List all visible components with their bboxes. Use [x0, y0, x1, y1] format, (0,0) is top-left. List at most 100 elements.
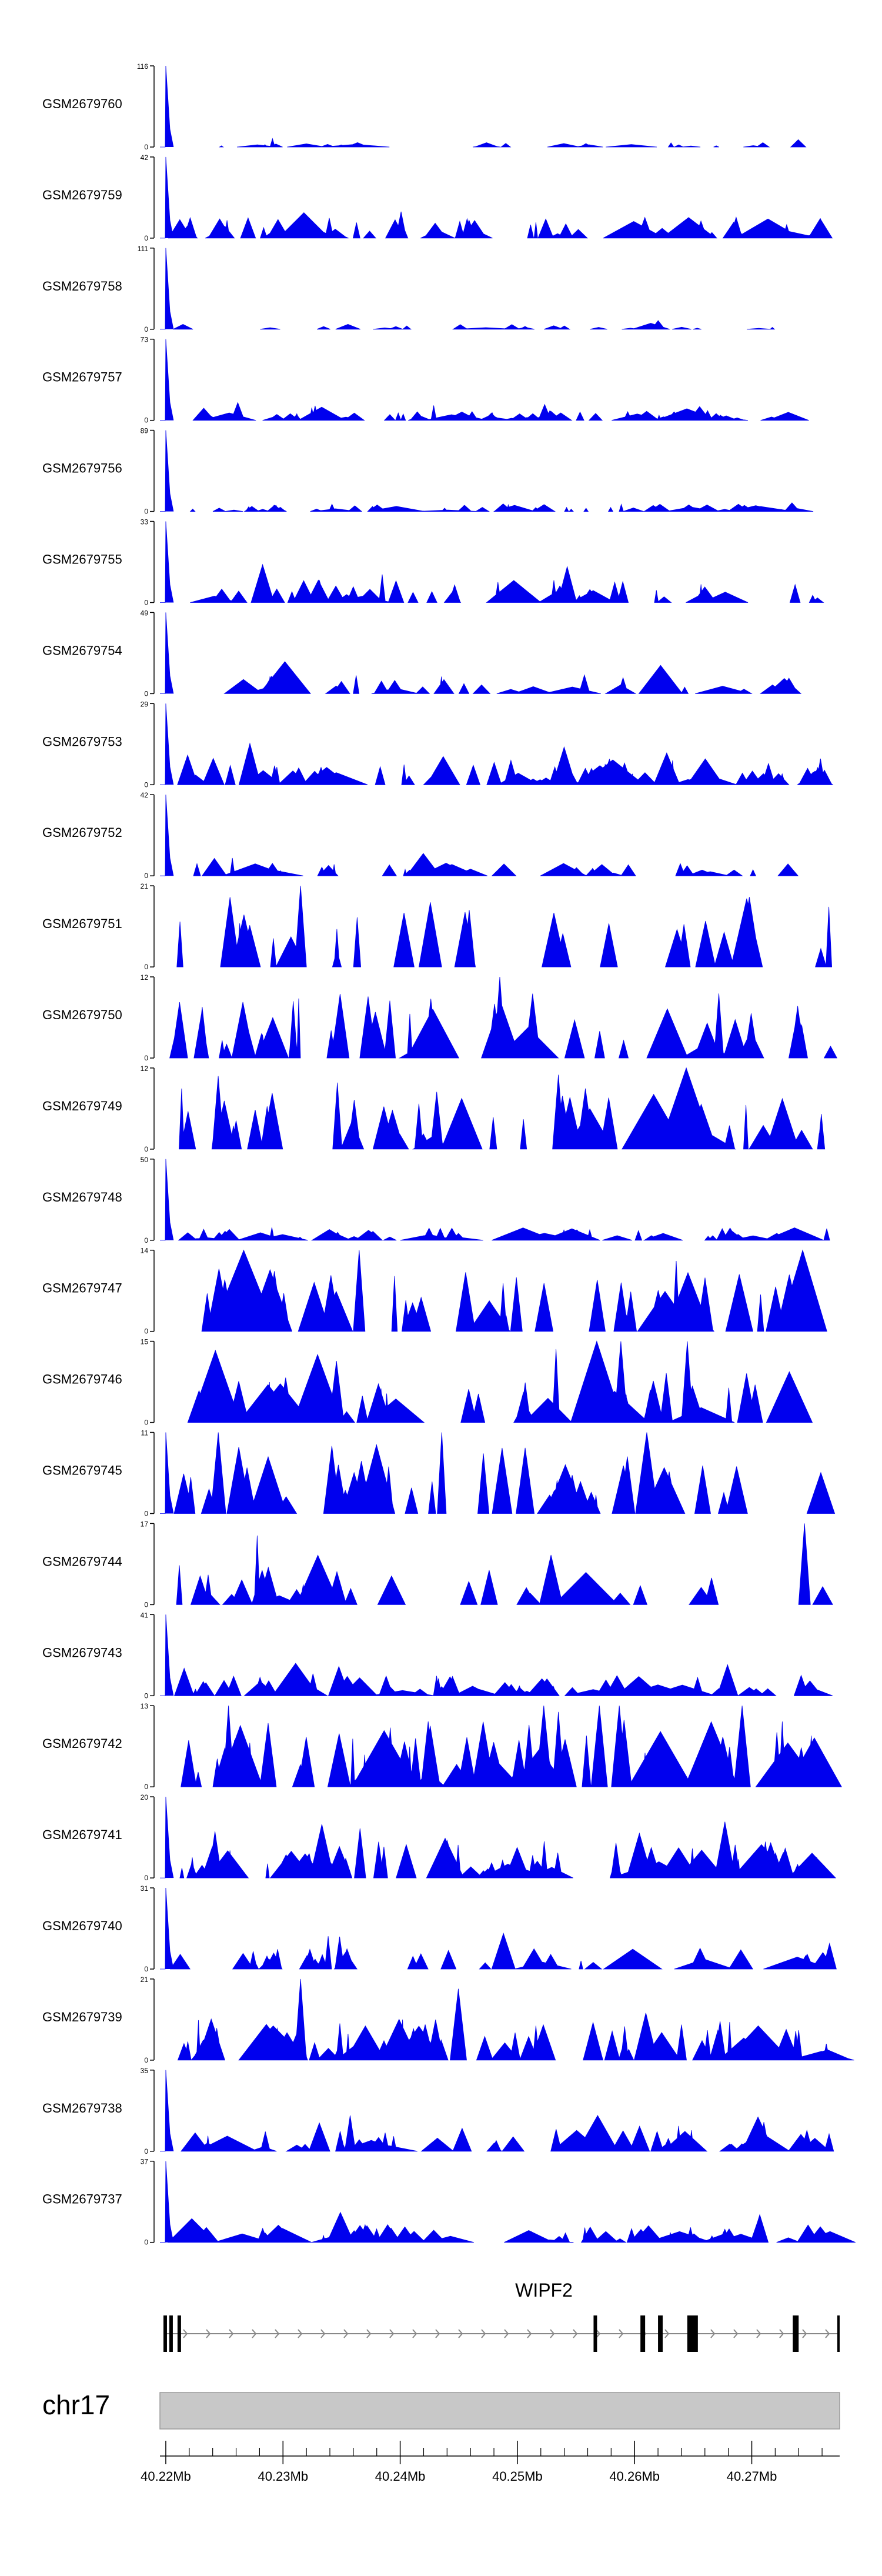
- coverage-area: [160, 156, 833, 239]
- strand-arrow: [550, 2329, 555, 2338]
- track-ymin-label: 0: [144, 1874, 148, 1882]
- genome-tick-label: 40.23Mb: [258, 2469, 308, 2484]
- coverage-area: [179, 1067, 826, 1150]
- track-GSM2679752: GSM2679752 42 0: [42, 791, 799, 880]
- track-label: GSM2679746: [42, 1372, 122, 1387]
- coverage-area: [160, 2161, 856, 2243]
- track-ymax-label: 73: [141, 336, 149, 344]
- track-GSM2679759: GSM2679759 42 0: [42, 154, 833, 242]
- coverage-area: [160, 1159, 830, 1241]
- exon: [163, 2315, 167, 2352]
- track-ymax-label: 15: [141, 1338, 149, 1346]
- strand-arrow: [779, 2329, 784, 2338]
- strand-arrow: [596, 2329, 601, 2338]
- track-GSM2679760: GSM2679760 116 0: [42, 62, 807, 151]
- strand-arrow: [183, 2329, 188, 2338]
- strand-arrow: [710, 2329, 716, 2338]
- track-ymin-label: 0: [144, 1327, 148, 1336]
- exon: [640, 2315, 646, 2352]
- coverage-area: [169, 976, 838, 1059]
- strand-arrow: [275, 2329, 280, 2338]
- track-ymax-label: 29: [141, 700, 149, 708]
- track-GSM2679738: GSM2679738 35 0: [42, 2067, 834, 2155]
- exon: [658, 2315, 663, 2352]
- track-ymax-label: 35: [141, 2067, 149, 2075]
- coverage-area: [160, 612, 802, 694]
- track-label: GSM2679751: [42, 916, 122, 931]
- track-ymax-label: 20: [141, 1793, 149, 1801]
- track-ymin-label: 0: [144, 2056, 148, 2064]
- gene-annotation-track: WIPF2: [163, 2280, 840, 2352]
- track-label: GSM2679742: [42, 1736, 122, 1751]
- strand-arrow: [573, 2329, 578, 2338]
- genome-tick-label: 40.25Mb: [492, 2469, 543, 2484]
- track-GSM2679755: GSM2679755 33 0: [42, 518, 824, 607]
- chromosome-ideogram: [159, 2392, 840, 2430]
- track-GSM2679739: GSM2679739 21 0: [42, 1976, 854, 2064]
- coverage-area: [160, 795, 799, 876]
- track-ymin-label: 0: [144, 1783, 148, 1791]
- track-ymax-label: 21: [141, 1976, 149, 1984]
- coverage-area: [160, 65, 807, 148]
- track-GSM2679757: GSM2679757 73 0: [42, 336, 809, 425]
- track-GSM2679756: GSM2679756 89 0: [42, 427, 814, 516]
- strand-arrow: [664, 2329, 670, 2338]
- chromosome-label: chr17: [42, 2390, 110, 2420]
- coverage-area: [176, 886, 833, 967]
- strand-arrow: [435, 2329, 440, 2338]
- track-label: GSM2679757: [42, 370, 122, 385]
- exon: [687, 2315, 698, 2352]
- track-label: GSM2679753: [42, 734, 122, 749]
- track-label: GSM2679758: [42, 279, 122, 293]
- track-label: GSM2679747: [42, 1281, 122, 1296]
- strand-arrow: [252, 2329, 257, 2338]
- track-ymin-label: 0: [144, 1510, 148, 1518]
- strand-arrow: [343, 2329, 349, 2338]
- track-ymax-label: 41: [141, 1611, 149, 1619]
- track-ymin-label: 0: [144, 780, 148, 789]
- coverage-area: [160, 1797, 837, 1878]
- genome-tick-label: 40.24Mb: [375, 2469, 426, 2484]
- track-ymax-label: 11: [141, 1429, 149, 1437]
- track-GSM2679751: GSM2679751 21 0: [42, 882, 833, 971]
- track-label: GSM2679749: [42, 1099, 122, 1113]
- track-ymin-label: 0: [144, 1054, 148, 1062]
- exon: [837, 2315, 840, 2352]
- track-ymax-label: 12: [141, 973, 149, 982]
- track-ymin-label: 0: [144, 508, 148, 516]
- track-ymax-label: 111: [138, 245, 149, 253]
- strand-arrow: [733, 2329, 739, 2338]
- strand-arrow: [756, 2329, 761, 2338]
- strand-arrow: [412, 2329, 417, 2338]
- track-ymax-label: 12: [141, 1065, 149, 1073]
- coverage-area: [160, 430, 814, 512]
- track-GSM2679750: GSM2679750 12 0: [42, 973, 838, 1062]
- track-ymin-label: 0: [144, 1236, 148, 1244]
- track-ymin-label: 0: [144, 599, 148, 607]
- track-GSM2679749: GSM2679749 12 0: [42, 1065, 826, 1153]
- coverage-area: [160, 521, 824, 603]
- strand-arrow: [527, 2329, 532, 2338]
- track-ymin-label: 0: [144, 689, 148, 698]
- track-ymax-label: 49: [141, 609, 149, 617]
- track-ymax-label: 42: [141, 154, 149, 162]
- track-ymin-label: 0: [144, 416, 148, 425]
- track-label: GSM2679750: [42, 1007, 122, 1022]
- coverage-area: [181, 1706, 842, 1787]
- coverage-area: [201, 1249, 827, 1332]
- strand-arrow: [320, 2329, 326, 2338]
- track-ymin-label: 0: [144, 1145, 148, 1153]
- track-ymin-label: 0: [144, 2147, 148, 2155]
- exon: [593, 2315, 597, 2352]
- strand-arrow: [619, 2329, 624, 2338]
- coverage-area: [160, 1887, 837, 1970]
- track-label: GSM2679744: [42, 1554, 122, 1569]
- track-ymin-label: 0: [144, 234, 148, 242]
- track-label: GSM2679743: [42, 1645, 122, 1660]
- track-GSM2679747: GSM2679747 14 0: [42, 1247, 827, 1336]
- track-label: GSM2679738: [42, 2101, 122, 2115]
- track-ymin-label: 0: [144, 963, 148, 971]
- exon: [169, 2315, 173, 2352]
- track-ymin-label: 0: [144, 2238, 148, 2247]
- track-GSM2679743: GSM2679743 41 0: [42, 1611, 833, 1700]
